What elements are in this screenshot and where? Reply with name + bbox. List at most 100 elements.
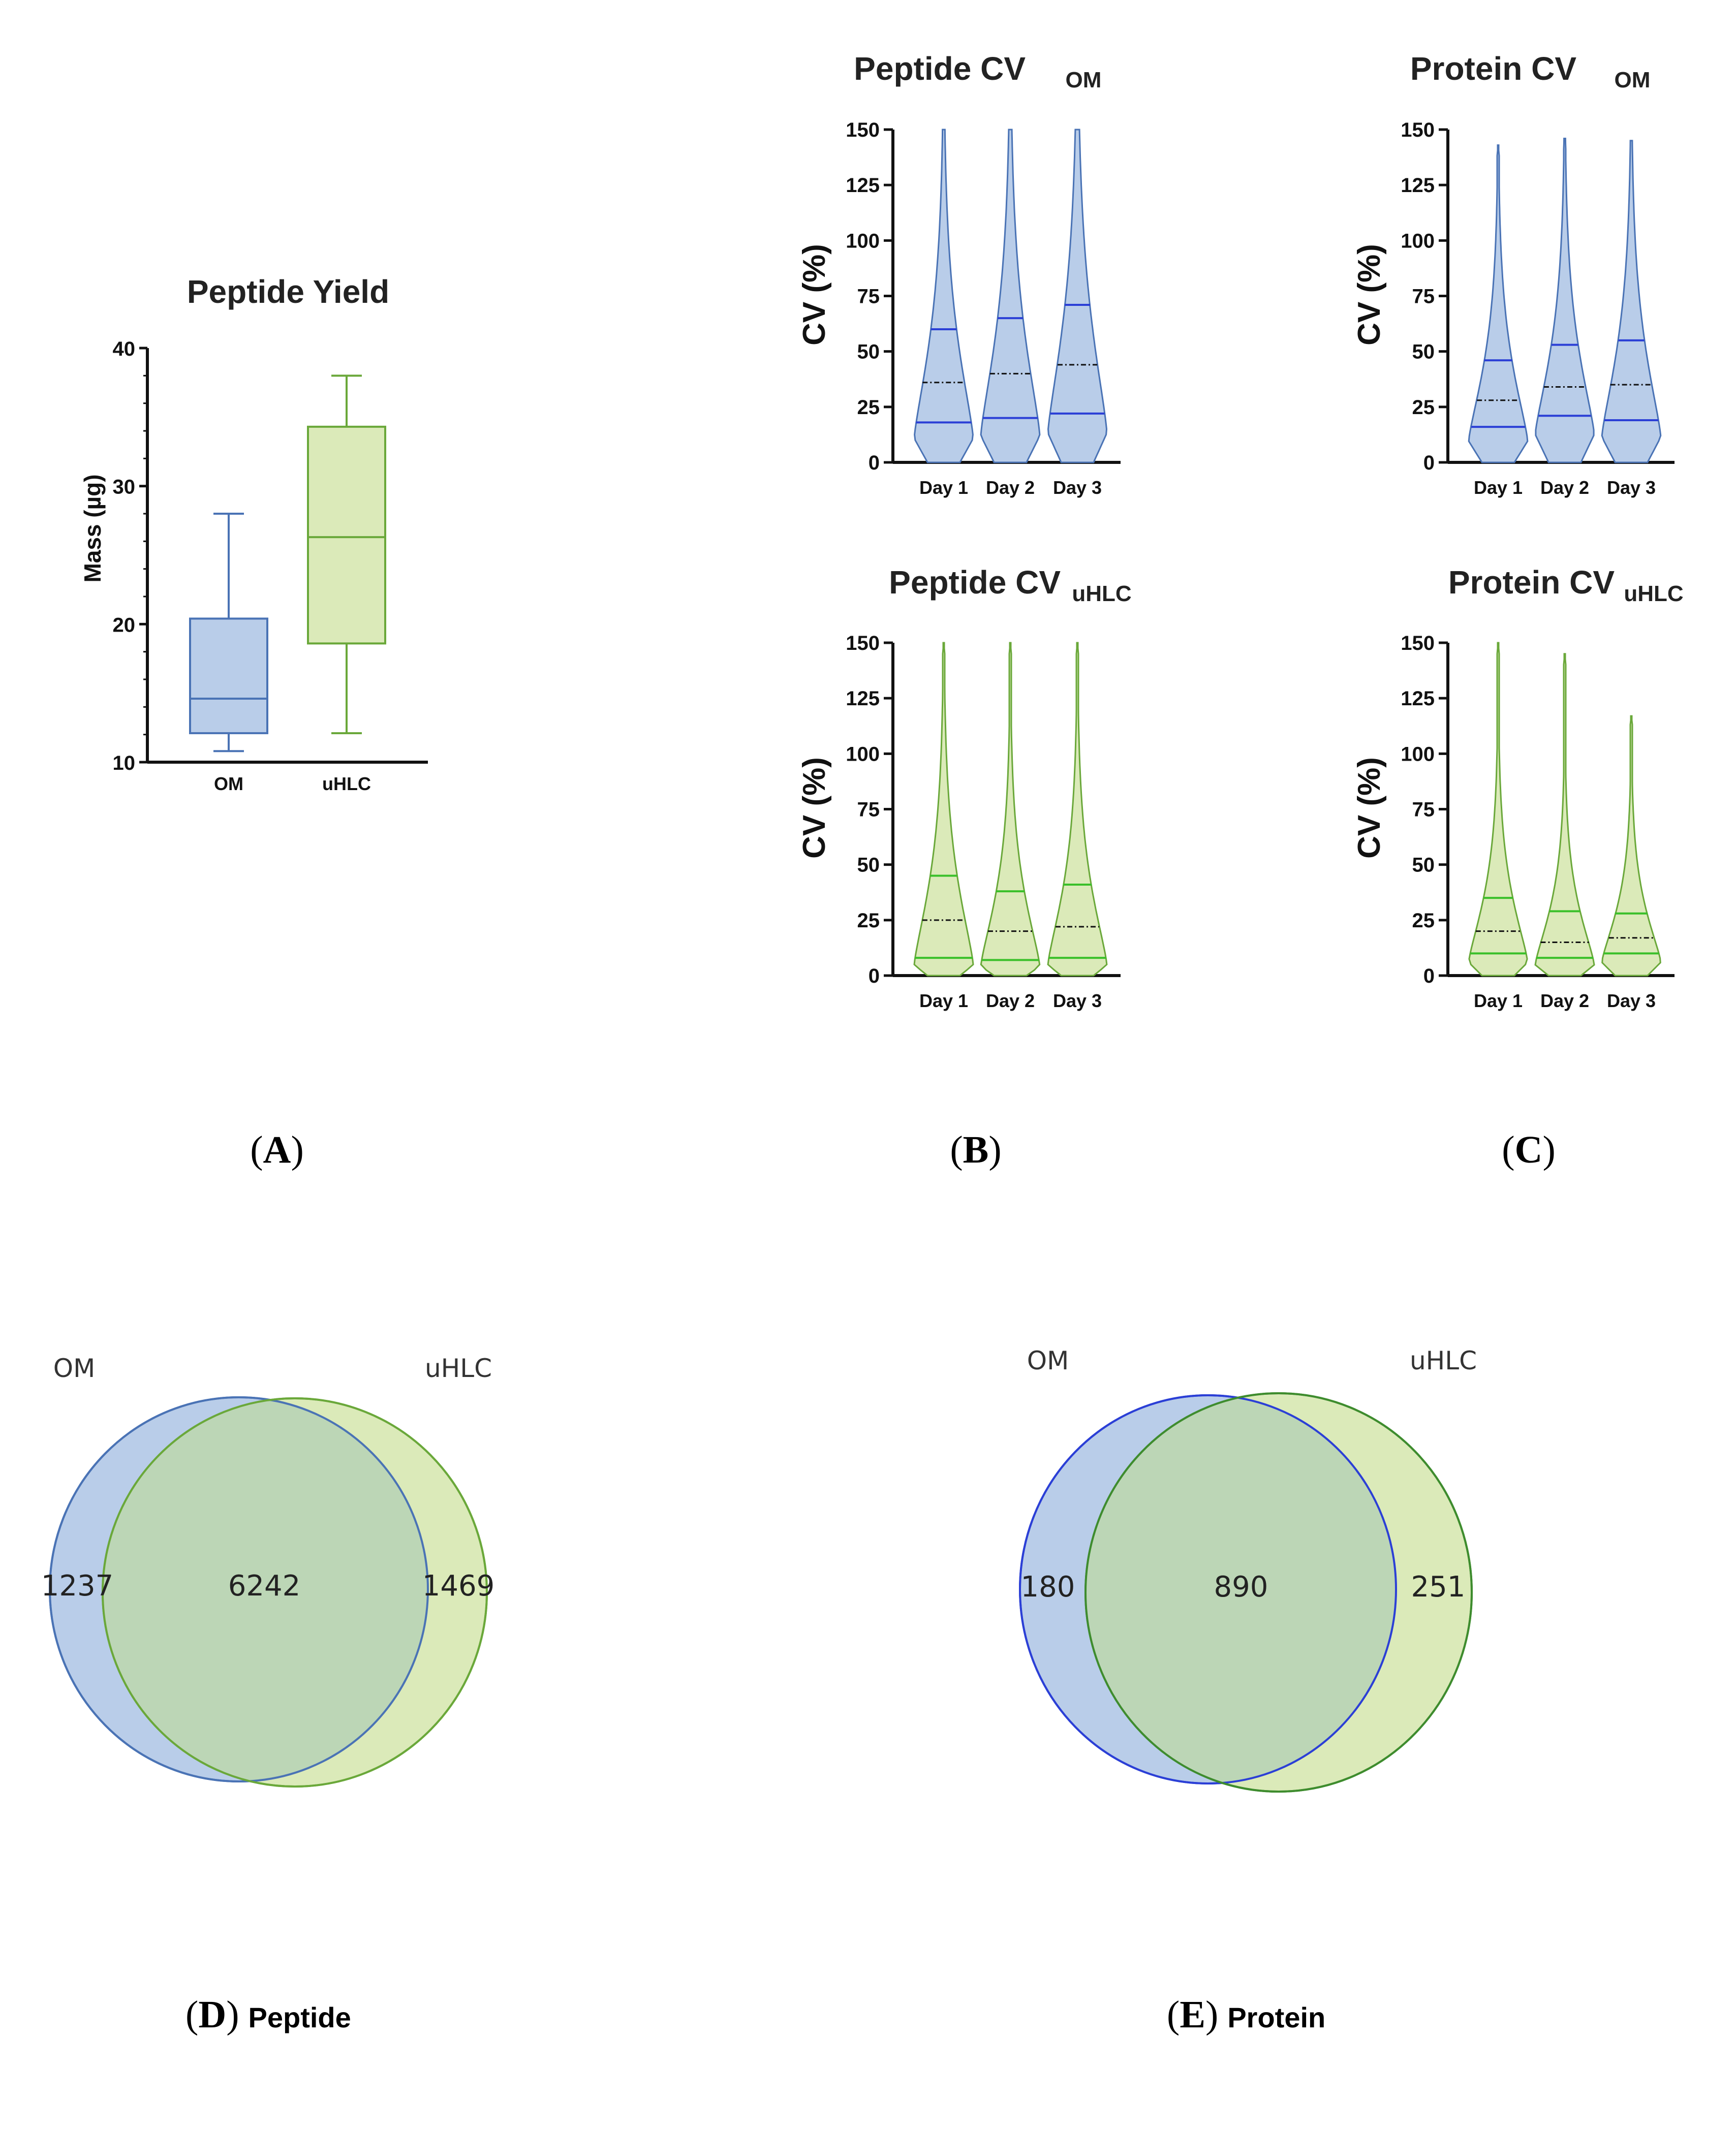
violin-shape: [913, 642, 974, 977]
venn-d-overlap: [103, 1398, 428, 1781]
venn-e-om-only-count: 180: [1021, 1571, 1075, 1604]
violin-y-tick-label: 100: [1401, 230, 1435, 252]
panel-a-y-axis-label: Mass (µg): [79, 474, 106, 582]
violin-y-tick-label: 50: [857, 341, 880, 363]
violin-y-tick-label: 25: [1412, 910, 1435, 932]
violin-shape: [914, 129, 974, 463]
violin-shape: [1047, 129, 1108, 463]
violin-c1-y-axis-label: CV (%): [1352, 244, 1387, 346]
violin-y-tick-label: 150: [1401, 632, 1435, 654]
violin-category-label: Day 1: [919, 477, 968, 498]
venn-d-om-outline: [49, 1396, 429, 1782]
violin-y-tick-label: 0: [1423, 452, 1435, 474]
violin-shape: [980, 129, 1041, 463]
violin-c1-plot: 0 25 50 75 100 125 150 Day 1 Day 2 Day 3: [1401, 119, 1675, 498]
panel-c-bottom-protein-cv-uhlc: Protein CV uHLC CV (%) 0 25 50 75 100 125 150 D…: [1352, 564, 1684, 1011]
violin-category-label: Day 3: [1607, 990, 1656, 1011]
panel-b-bottom-peptide-cv-uhlc: Peptide CV uHLC CV (%) 0 25 50 75 100 125 150 D…: [797, 564, 1132, 1011]
violin-y-tick-label: 50: [1412, 854, 1435, 876]
panel-a-ticks: 10 20 30 40: [113, 338, 428, 774]
violin-y-tick-label: 75: [1412, 799, 1435, 821]
violin-c2-y-axis-label: CV (%): [1352, 757, 1387, 859]
violin-y-tick-label: 125: [1401, 687, 1435, 710]
panel-label-b: (B): [950, 1129, 1001, 1171]
violin-y-tick-label: 125: [846, 687, 880, 710]
venn-e-om-outline: [1019, 1394, 1397, 1784]
venn-d-uhlc-outline: [102, 1397, 488, 1788]
violin-y-tick-label: 75: [857, 286, 880, 308]
violin-c2-title-subscript: uHLC: [1624, 581, 1683, 606]
violin-y-tick-label: 125: [1401, 174, 1435, 197]
panel-a-y-tick-label: 30: [113, 476, 136, 498]
panel-e-venn-protein: OM uHLC 180 890 251: [1019, 1346, 1477, 1793]
panel-a-box-plot: Peptide Yield Mass (µg) 10 20 30 40 OM uHLC: [79, 273, 428, 794]
panel-a-category-om: OM: [214, 773, 243, 794]
box-iqr: [189, 617, 268, 734]
venn-e-overlap-count: 890: [1214, 1571, 1268, 1604]
violin-category-label: Day 1: [1474, 477, 1523, 498]
violin-y-tick-label: 50: [857, 854, 880, 876]
violin-category-label: Day 3: [1053, 990, 1102, 1011]
violin-category-label: Day 2: [1540, 990, 1589, 1011]
panel-c-top-protein-cv-om: Protein CV OM CV (%) 0 25 50 75 100 125 150 Day…: [1352, 50, 1675, 498]
violin-y-tick-label: 0: [869, 452, 880, 474]
violin-y-tick-label: 0: [1423, 965, 1435, 987]
box-iqr: [307, 425, 386, 645]
violin-b2-plot: 0 25 50 75 100 125 150 Day 1 Day 2 Day 3: [846, 632, 1121, 1011]
violin-category-label: Day 2: [986, 990, 1035, 1011]
violin-b2-y-axis-label: CV (%): [797, 757, 832, 859]
violin-category-label: Day 2: [1540, 477, 1589, 498]
violin-c2-title: Protein CV: [1448, 564, 1615, 601]
violin-y-tick-label: 25: [1412, 396, 1435, 419]
panel-a-title: Peptide Yield: [187, 273, 389, 310]
venn-d-overlap-count: 6242: [228, 1570, 301, 1603]
venn-e-om-label: OM: [1027, 1346, 1069, 1375]
violin-b2-title-subscript: uHLC: [1072, 581, 1131, 606]
venn-e-uhlc-label: uHLC: [1410, 1346, 1477, 1375]
violin-y-tick-label: 100: [846, 743, 880, 765]
violin-shape: [1601, 715, 1661, 977]
venn-d-uhlc-only-count: 1469: [422, 1570, 495, 1603]
violin-c1-title: Protein CV: [1410, 50, 1576, 87]
panel-label-e: (E) Protein: [1167, 1993, 1325, 2036]
violin-category-label: Day 1: [919, 990, 968, 1011]
violin-b1-title: Peptide CV: [854, 50, 1026, 87]
panel-b-top-peptide-cv-om: Peptide CV OM CV (%) 0 25 50 75 100 125 150 Day…: [797, 50, 1121, 498]
panel-a-y-tick-label: 10: [113, 752, 136, 774]
panel-a-boxes: [189, 374, 386, 753]
violin-c2-plot: 0 25 50 75 100 125 150 Day 1 Day 2 Day 3: [1401, 632, 1675, 1011]
violin-y-tick-label: 125: [846, 174, 880, 197]
violin-shape: [1047, 642, 1108, 977]
venn-d-om-label: OM: [53, 1354, 96, 1383]
violin-category-label: Day 1: [1474, 990, 1523, 1011]
violin-shape: [1534, 653, 1595, 977]
violin-b2-title: Peptide CV: [889, 564, 1061, 601]
violin-y-tick-label: 75: [857, 799, 880, 821]
violin-y-tick-label: 25: [857, 396, 880, 419]
panel-label-a: (A): [250, 1129, 304, 1171]
violin-shape: [1468, 144, 1529, 463]
violin-category-label: Day 2: [986, 477, 1035, 498]
venn-e-uhlc-only-count: 251: [1411, 1571, 1466, 1604]
violin-c1-title-subscript: OM: [1615, 68, 1651, 92]
venn-d-om-only-count: 1237: [41, 1570, 114, 1603]
panel-a-y-tick-label: 40: [113, 338, 136, 360]
panel-a-category-uhlc: uHLC: [322, 773, 371, 794]
violin-category-label: Day 3: [1607, 477, 1656, 498]
violin-y-tick-label: 150: [846, 632, 880, 654]
violin-y-tick-label: 100: [1401, 743, 1435, 765]
venn-d-uhlc-label: uHLC: [425, 1354, 492, 1383]
violin-shape: [1601, 140, 1662, 463]
violin-b1-y-axis-label: CV (%): [797, 244, 832, 346]
violin-shape: [980, 642, 1041, 977]
violin-category-label: Day 3: [1053, 477, 1102, 498]
violin-shape: [1468, 642, 1528, 977]
panel-d-venn-peptide: OM uHLC 1237 6242 1469: [41, 1354, 495, 1788]
panel-a-y-tick-label: 20: [113, 614, 136, 636]
violin-y-tick-label: 100: [846, 230, 880, 252]
violin-y-tick-label: 150: [846, 119, 880, 141]
violin-shape: [1535, 138, 1595, 463]
venn-e-uhlc-outline: [1084, 1392, 1473, 1793]
violin-y-tick-label: 75: [1412, 286, 1435, 308]
